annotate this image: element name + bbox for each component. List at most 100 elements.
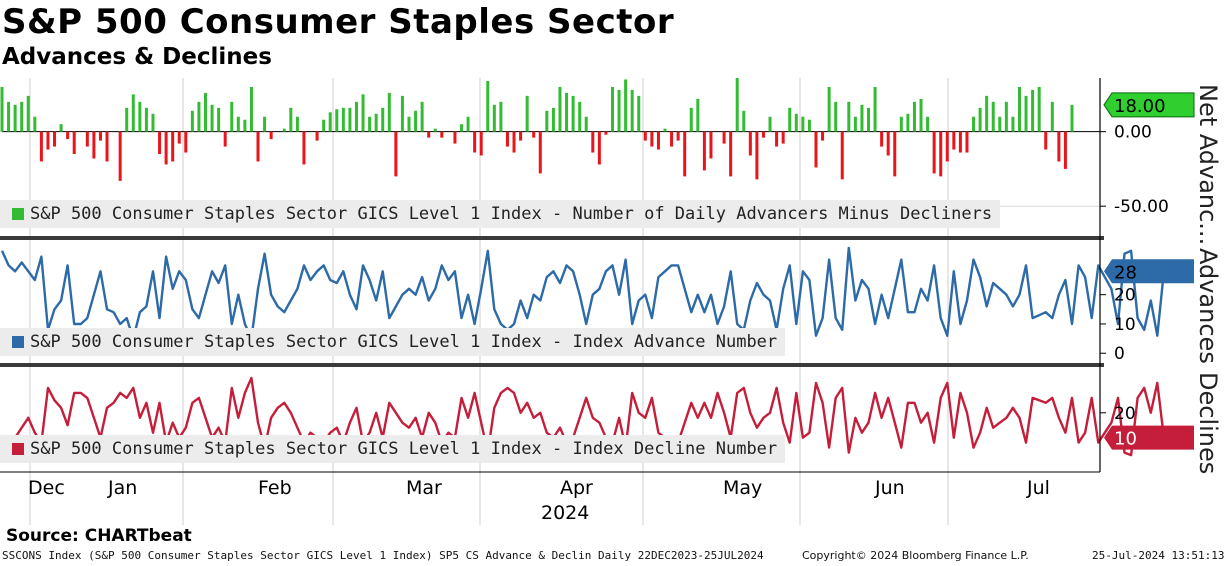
net-bar — [972, 116, 976, 132]
net-bar — [919, 98, 923, 132]
net-bar — [1044, 131, 1048, 150]
net-bar — [46, 131, 50, 150]
net-bar — [433, 128, 437, 132]
net-bar — [958, 131, 962, 153]
net-bar — [59, 124, 63, 132]
net-bar — [821, 131, 825, 141]
net-bar — [558, 86, 562, 132]
net-bar — [880, 131, 884, 147]
net-bar — [604, 131, 608, 135]
net-bar — [282, 128, 286, 132]
net-bar — [788, 107, 792, 132]
net-bar — [755, 131, 759, 180]
month-label-may: May — [723, 477, 762, 499]
net-bar — [105, 131, 109, 162]
net-bar — [335, 109, 339, 132]
net-bar — [151, 113, 155, 132]
legend-advances: S&P 500 Consumer Staples Sector GICS Lev… — [0, 328, 786, 356]
net-bar — [965, 131, 969, 153]
net-bar — [295, 116, 299, 132]
net-bar — [591, 131, 595, 153]
net-bar — [670, 131, 674, 147]
net-bar — [217, 107, 221, 132]
net-bar — [33, 116, 37, 132]
net-bar — [131, 94, 135, 132]
panel-title-net: Net Advanc... — [1194, 84, 1222, 246]
y-tick-label-1-0: 20 — [1114, 286, 1136, 306]
net-bar — [906, 113, 910, 132]
month-label-feb: Feb — [258, 477, 292, 499]
net-bar — [768, 116, 772, 132]
net-bar — [394, 131, 398, 177]
net-bar — [354, 101, 358, 132]
net-bar — [98, 131, 102, 141]
net-bar — [144, 107, 148, 132]
net-bar — [190, 110, 194, 132]
net-bar — [565, 92, 569, 132]
net-bar — [696, 98, 700, 132]
last-value-tag-net — [1103, 92, 1195, 118]
last-value-label-2: 10 — [1114, 429, 1137, 450]
net-bar — [0, 86, 4, 132]
panel-title-declines: Declines — [1194, 372, 1222, 475]
last-value-label-net: 18.00 — [1114, 96, 1166, 117]
net-bar — [748, 131, 752, 156]
legend-net-label: S&P 500 Consumer Staples Sector GICS Lev… — [30, 204, 993, 224]
net-bar — [893, 131, 897, 177]
declines-line — [0, 376, 1166, 457]
net-bar — [860, 104, 864, 132]
net-bar — [171, 131, 175, 162]
net-bar — [1017, 86, 1021, 132]
net-bar — [302, 131, 306, 165]
net-bar — [939, 131, 943, 177]
net-bar — [584, 116, 588, 132]
net-bar — [1063, 131, 1067, 169]
net-bar — [197, 101, 201, 132]
net-bar — [1057, 131, 1061, 162]
net-bar — [249, 86, 253, 132]
net-bar — [637, 95, 641, 132]
legend-net-swatch — [12, 208, 24, 220]
month-label-mar: Mar — [406, 477, 442, 499]
net-bar — [578, 101, 582, 132]
net-bar — [505, 131, 509, 147]
net-bar — [1050, 101, 1054, 132]
net-bar — [840, 131, 844, 180]
net-bar — [361, 94, 365, 132]
net-bar — [617, 89, 621, 132]
net-bar — [1070, 104, 1074, 132]
net-bar — [453, 131, 457, 144]
net-bar — [26, 95, 30, 132]
net-bar — [138, 101, 142, 132]
net-bar — [322, 119, 326, 132]
net-bar — [230, 101, 234, 132]
net-bar — [742, 110, 746, 132]
net-bar — [912, 101, 916, 132]
net-bar — [85, 131, 89, 147]
net-bar — [926, 116, 930, 132]
legend-adv-label: S&P 500 Consumer Staples Sector GICS Lev… — [30, 332, 778, 352]
net-bar — [834, 101, 838, 132]
net-bar — [656, 131, 660, 150]
net-bar — [7, 101, 11, 132]
net-bar — [427, 131, 431, 138]
net-bar — [571, 95, 575, 132]
net-bar — [466, 116, 470, 132]
y-tick-label-2-0: 20 — [1114, 404, 1136, 424]
footer-left: SSCONS Index (S&P 500 Consumer Staples S… — [2, 549, 764, 562]
net-bar — [13, 104, 17, 132]
net-bar — [551, 107, 555, 132]
net-bar — [420, 101, 424, 132]
net-bar — [66, 131, 70, 140]
net-bar — [72, 131, 76, 155]
month-label-dec: Dec — [28, 477, 65, 499]
net-bar — [368, 116, 372, 132]
footer-copyright: Copyright© 2024 Bloomberg Finance L.P. — [802, 549, 1029, 562]
legend-declines: S&P 500 Consumer Staples Sector GICS Lev… — [0, 435, 786, 463]
source-label: Source: CHARTbeat — [6, 526, 192, 546]
net-bar — [814, 131, 818, 168]
net-bar — [473, 131, 477, 153]
net-bar — [492, 104, 496, 132]
net-bar — [676, 131, 680, 141]
